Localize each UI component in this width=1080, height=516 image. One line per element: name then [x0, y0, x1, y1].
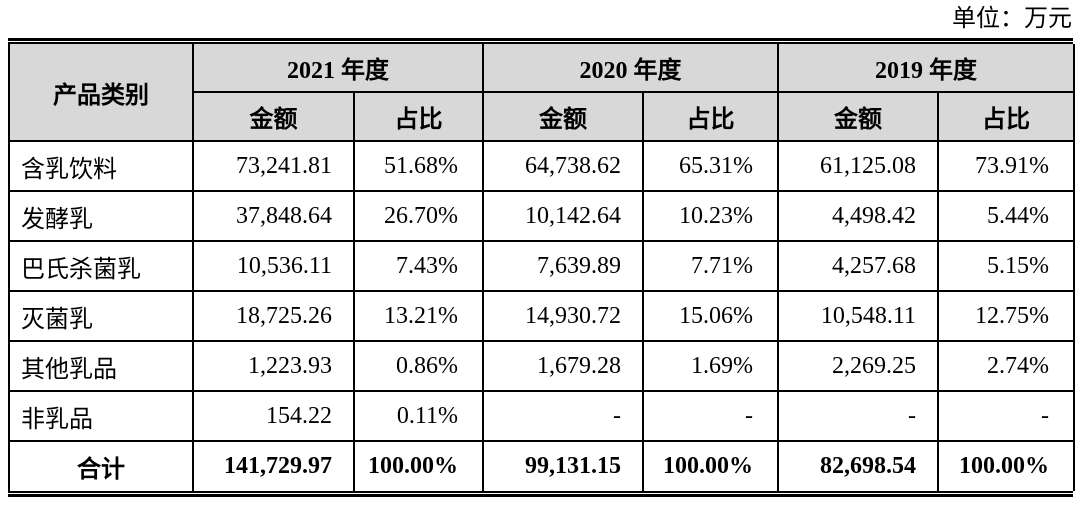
cell-ratio: 12.75% — [937, 290, 1075, 342]
revenue-table-container: 产品类别 2021 年度 2020 年度 2019 年度 金额 占比 金额 占比… — [8, 38, 1075, 497]
cell-category: 巴氏杀菌乳 — [8, 240, 194, 292]
col-header-year-2020: 2020 年度 — [482, 44, 779, 93]
cell-amount: 61,125.08 — [777, 140, 939, 192]
cell-amount: 141,729.97 — [192, 440, 355, 491]
cell-amount: 154.22 — [192, 390, 355, 442]
cell-category: 含乳饮料 — [8, 140, 194, 192]
cell-category: 灭菌乳 — [8, 290, 194, 342]
cell-ratio: 73.91% — [937, 140, 1075, 192]
col-header-ratio-2020: 占比 — [642, 91, 779, 142]
col-header-year-2019: 2019 年度 — [777, 44, 1075, 93]
cell-amount: 14,930.72 — [482, 290, 644, 342]
cell-ratio: 5.15% — [937, 240, 1075, 292]
cell-amount: 7,639.89 — [482, 240, 644, 292]
cell-amount: - — [777, 390, 939, 442]
cell-amount: 18,725.26 — [192, 290, 355, 342]
cell-amount: 99,131.15 — [482, 440, 644, 491]
table-top-rule-thick — [8, 38, 1073, 41]
table-top-rule-gap — [8, 41, 1073, 42]
cell-category: 发酵乳 — [8, 190, 194, 242]
cell-ratio: 0.11% — [353, 390, 484, 442]
table-row: 含乳饮料 73,241.81 51.68% 64,738.62 65.31% 6… — [8, 140, 1075, 192]
cell-amount: 82,698.54 — [777, 440, 939, 491]
cell-amount: 10,142.64 — [482, 190, 644, 242]
cell-ratio: 100.00% — [353, 440, 484, 491]
cell-ratio: 26.70% — [353, 190, 484, 242]
cell-amount: 4,498.42 — [777, 190, 939, 242]
cell-amount: 4,257.68 — [777, 240, 939, 292]
col-header-ratio-2021: 占比 — [353, 91, 484, 142]
header-row-years: 产品类别 2021 年度 2020 年度 2019 年度 — [8, 44, 1075, 142]
cell-category-total: 合计 — [8, 440, 194, 491]
cell-amount: 2,269.25 — [777, 340, 939, 392]
cell-ratio: 7.43% — [353, 240, 484, 292]
cell-ratio: 5.44% — [937, 190, 1075, 242]
cell-ratio: 100.00% — [642, 440, 779, 491]
cell-amount: 1,679.28 — [482, 340, 644, 392]
table-row-total: 合计 141,729.97 100.00% 99,131.15 100.00% … — [8, 440, 1075, 491]
col-header-ratio-2019: 占比 — [937, 91, 1075, 142]
header-row-subcolumns: 金额 占比 金额 占比 金额 占比 — [9, 91, 1075, 142]
cell-ratio: - — [642, 390, 779, 442]
cell-amount: 10,536.11 — [192, 240, 355, 292]
cell-ratio: 7.71% — [642, 240, 779, 292]
col-header-category: 产品类别 — [8, 44, 194, 142]
cell-ratio: 51.68% — [353, 140, 484, 192]
table-row: 其他乳品 1,223.93 0.86% 1,679.28 1.69% 2,269… — [8, 340, 1075, 392]
cell-ratio: 1.69% — [642, 340, 779, 392]
cell-ratio: 15.06% — [642, 290, 779, 342]
col-header-amount-2019: 金额 — [777, 91, 939, 142]
table-bottom-rule-thin — [8, 491, 1073, 493]
table-row: 巴氏杀菌乳 10,536.11 7.43% 7,639.89 7.71% 4,2… — [8, 240, 1075, 292]
cell-ratio: 10.23% — [642, 190, 779, 242]
cell-ratio: 13.21% — [353, 290, 484, 342]
table-bottom-rule-thick — [8, 494, 1073, 497]
cell-category: 其他乳品 — [8, 340, 194, 392]
cell-amount: 64,738.62 — [482, 140, 644, 192]
table-top-rule-thin — [8, 42, 1073, 44]
cell-ratio: 65.31% — [642, 140, 779, 192]
cell-ratio: - — [937, 390, 1075, 442]
cell-ratio: 100.00% — [937, 440, 1075, 491]
table-row: 灭菌乳 18,725.26 13.21% 14,930.72 15.06% 10… — [8, 290, 1075, 342]
table-bottom-rule-gap — [8, 493, 1073, 494]
cell-amount: - — [482, 390, 644, 442]
table-row: 发酵乳 37,848.64 26.70% 10,142.64 10.23% 4,… — [8, 190, 1075, 242]
cell-amount: 10,548.11 — [777, 290, 939, 342]
table-row: 非乳品 154.22 0.11% - - - - — [8, 390, 1075, 442]
cell-amount: 73,241.81 — [192, 140, 355, 192]
col-header-amount-2021: 金额 — [192, 91, 355, 142]
cell-amount: 1,223.93 — [192, 340, 355, 392]
cell-amount: 37,848.64 — [192, 190, 355, 242]
unit-label: 单位：万元 — [952, 6, 1072, 32]
cell-category: 非乳品 — [8, 390, 194, 442]
cell-ratio: 0.86% — [353, 340, 484, 392]
col-header-amount-2020: 金额 — [482, 91, 644, 142]
col-header-year-2021: 2021 年度 — [192, 44, 484, 93]
product-revenue-table: 产品类别 2021 年度 2020 年度 2019 年度 金额 占比 金额 占比… — [8, 44, 1075, 491]
cell-ratio: 2.74% — [937, 340, 1075, 392]
